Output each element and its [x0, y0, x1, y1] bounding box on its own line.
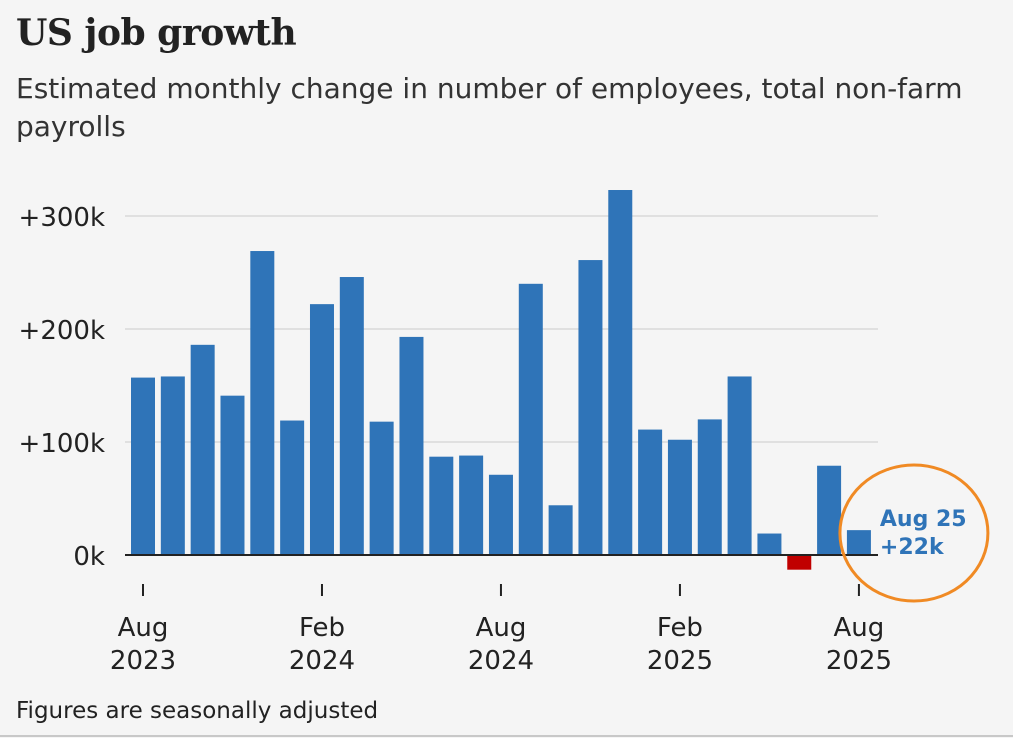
bar: [638, 429, 663, 555]
x-tick-label-year: 2025: [826, 646, 892, 676]
bar: [608, 190, 633, 555]
bar: [548, 505, 573, 555]
highlight-circle: [838, 463, 990, 603]
data-label-month: Aug 25: [880, 507, 967, 532]
bar: [518, 283, 543, 555]
y-tick-label: +200k: [19, 316, 105, 346]
y-tick-label: 0k: [73, 542, 105, 572]
bar: [190, 344, 215, 555]
y-tick-label: +300k: [19, 203, 105, 233]
bar: [488, 474, 513, 555]
bar: [131, 377, 155, 555]
bars: [131, 190, 871, 570]
bottom-divider: [0, 735, 1013, 737]
bar: [429, 456, 454, 555]
chart-subtitle: Estimated monthly change in number of em…: [16, 72, 963, 143]
bar: [280, 420, 305, 555]
x-tick-label-month: Aug: [834, 613, 885, 643]
bar: [667, 439, 692, 555]
footnote: Figures are seasonally adjusted: [16, 698, 379, 724]
x-tick-label-month: Aug: [118, 613, 169, 643]
x-tick-label-year: 2024: [468, 646, 534, 676]
bar-negative: [787, 555, 812, 570]
bar: [459, 455, 484, 555]
bar: [727, 376, 752, 555]
bar: [846, 530, 871, 555]
x-tick-label-month: Feb: [299, 613, 345, 643]
bar: [817, 465, 842, 555]
bar: [399, 336, 424, 555]
bar: [309, 304, 334, 555]
chart-title: US job growth: [16, 12, 297, 54]
y-tick-label: +100k: [19, 429, 105, 459]
x-tick-label-year: 2024: [289, 646, 355, 676]
bar: [369, 421, 394, 555]
bar: [578, 260, 603, 555]
x-tick-label-month: Aug: [476, 613, 527, 643]
bar: [339, 277, 364, 555]
x-tick-label-year: 2025: [647, 646, 713, 676]
bar: [697, 419, 722, 555]
bar: [250, 251, 275, 555]
annotations: Aug 25 +22k: [838, 463, 990, 603]
y-axis-labels: 0k +100k +200k +300k: [19, 203, 105, 572]
bar: [160, 376, 185, 555]
data-label-value: +22k: [880, 535, 945, 560]
x-tick-label-year: 2023: [110, 646, 176, 676]
x-tick-label-month: Feb: [657, 613, 703, 643]
bar: [757, 533, 782, 555]
bar: [220, 395, 245, 555]
